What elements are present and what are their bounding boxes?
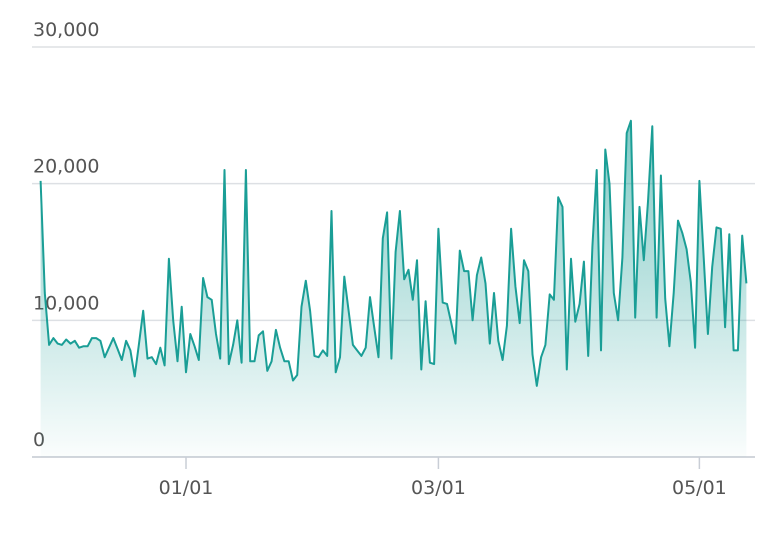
y-tick-label: 10,000 xyxy=(33,292,99,314)
x-tick-label: 01/01 xyxy=(159,477,214,499)
x-tick-label: 05/01 xyxy=(672,477,727,499)
y-tick-label: 30,000 xyxy=(33,19,99,41)
x-tick-label: 03/01 xyxy=(411,477,466,499)
y-tick-label: 20,000 xyxy=(33,156,99,178)
area xyxy=(40,120,747,458)
line xyxy=(39,119,748,387)
